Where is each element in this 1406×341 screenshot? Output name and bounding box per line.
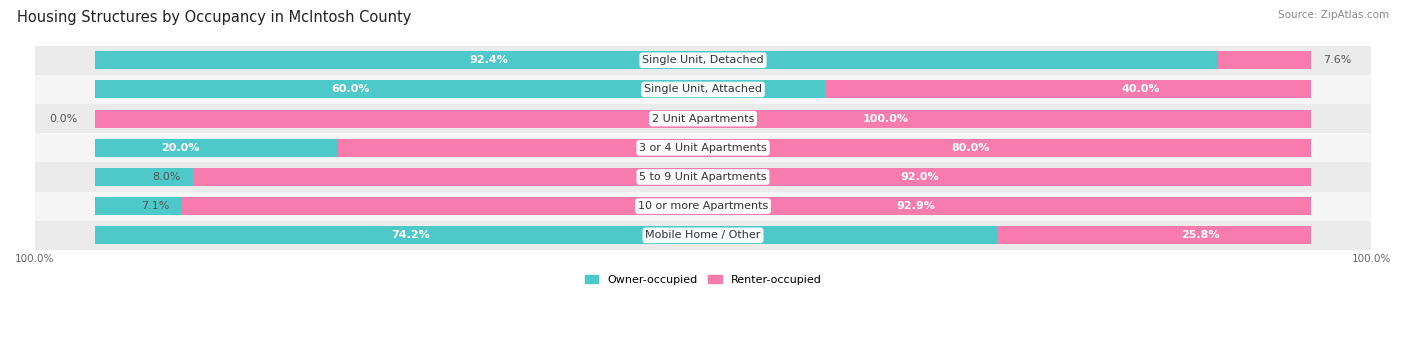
- Bar: [35, 46, 1371, 75]
- Text: Single Unit, Detached: Single Unit, Detached: [643, 55, 763, 65]
- Bar: [96, 226, 997, 244]
- Bar: [35, 104, 1371, 133]
- Text: Mobile Home / Other: Mobile Home / Other: [645, 230, 761, 240]
- Text: 7.6%: 7.6%: [1323, 55, 1351, 65]
- Text: 25.8%: 25.8%: [1181, 230, 1220, 240]
- Bar: [96, 109, 1310, 128]
- Text: Single Unit, Attached: Single Unit, Attached: [644, 85, 762, 94]
- Text: 60.0%: 60.0%: [332, 85, 370, 94]
- Text: 5 to 9 Unit Apartments: 5 to 9 Unit Apartments: [640, 172, 766, 182]
- Bar: [35, 75, 1371, 104]
- Text: 74.2%: 74.2%: [392, 230, 430, 240]
- Text: 2 Unit Apartments: 2 Unit Apartments: [652, 114, 754, 124]
- Bar: [96, 139, 339, 157]
- Text: 3 or 4 Unit Apartments: 3 or 4 Unit Apartments: [640, 143, 766, 153]
- Bar: [1218, 51, 1310, 69]
- Bar: [35, 133, 1371, 162]
- Bar: [339, 139, 1310, 157]
- Text: 80.0%: 80.0%: [950, 143, 990, 153]
- Text: 8.0%: 8.0%: [152, 172, 180, 182]
- Text: 100.0%: 100.0%: [862, 114, 908, 124]
- Text: Housing Structures by Occupancy in McIntosh County: Housing Structures by Occupancy in McInt…: [17, 10, 411, 25]
- Legend: Owner-occupied, Renter-occupied: Owner-occupied, Renter-occupied: [581, 270, 825, 289]
- Bar: [997, 226, 1310, 244]
- Bar: [96, 80, 824, 99]
- Bar: [181, 197, 1310, 215]
- Text: 20.0%: 20.0%: [162, 143, 200, 153]
- Text: 0.0%: 0.0%: [49, 114, 77, 124]
- Bar: [824, 80, 1310, 99]
- Bar: [35, 221, 1371, 250]
- Bar: [193, 168, 1310, 186]
- Text: 92.9%: 92.9%: [896, 201, 935, 211]
- Bar: [35, 192, 1371, 221]
- Text: 92.4%: 92.4%: [470, 55, 508, 65]
- Text: Source: ZipAtlas.com: Source: ZipAtlas.com: [1278, 10, 1389, 20]
- Bar: [96, 51, 1218, 69]
- Text: 92.0%: 92.0%: [900, 172, 939, 182]
- Text: 7.1%: 7.1%: [141, 201, 170, 211]
- Text: 10 or more Apartments: 10 or more Apartments: [638, 201, 768, 211]
- Bar: [96, 168, 193, 186]
- Text: 40.0%: 40.0%: [1121, 85, 1160, 94]
- Bar: [96, 197, 181, 215]
- Bar: [35, 162, 1371, 192]
